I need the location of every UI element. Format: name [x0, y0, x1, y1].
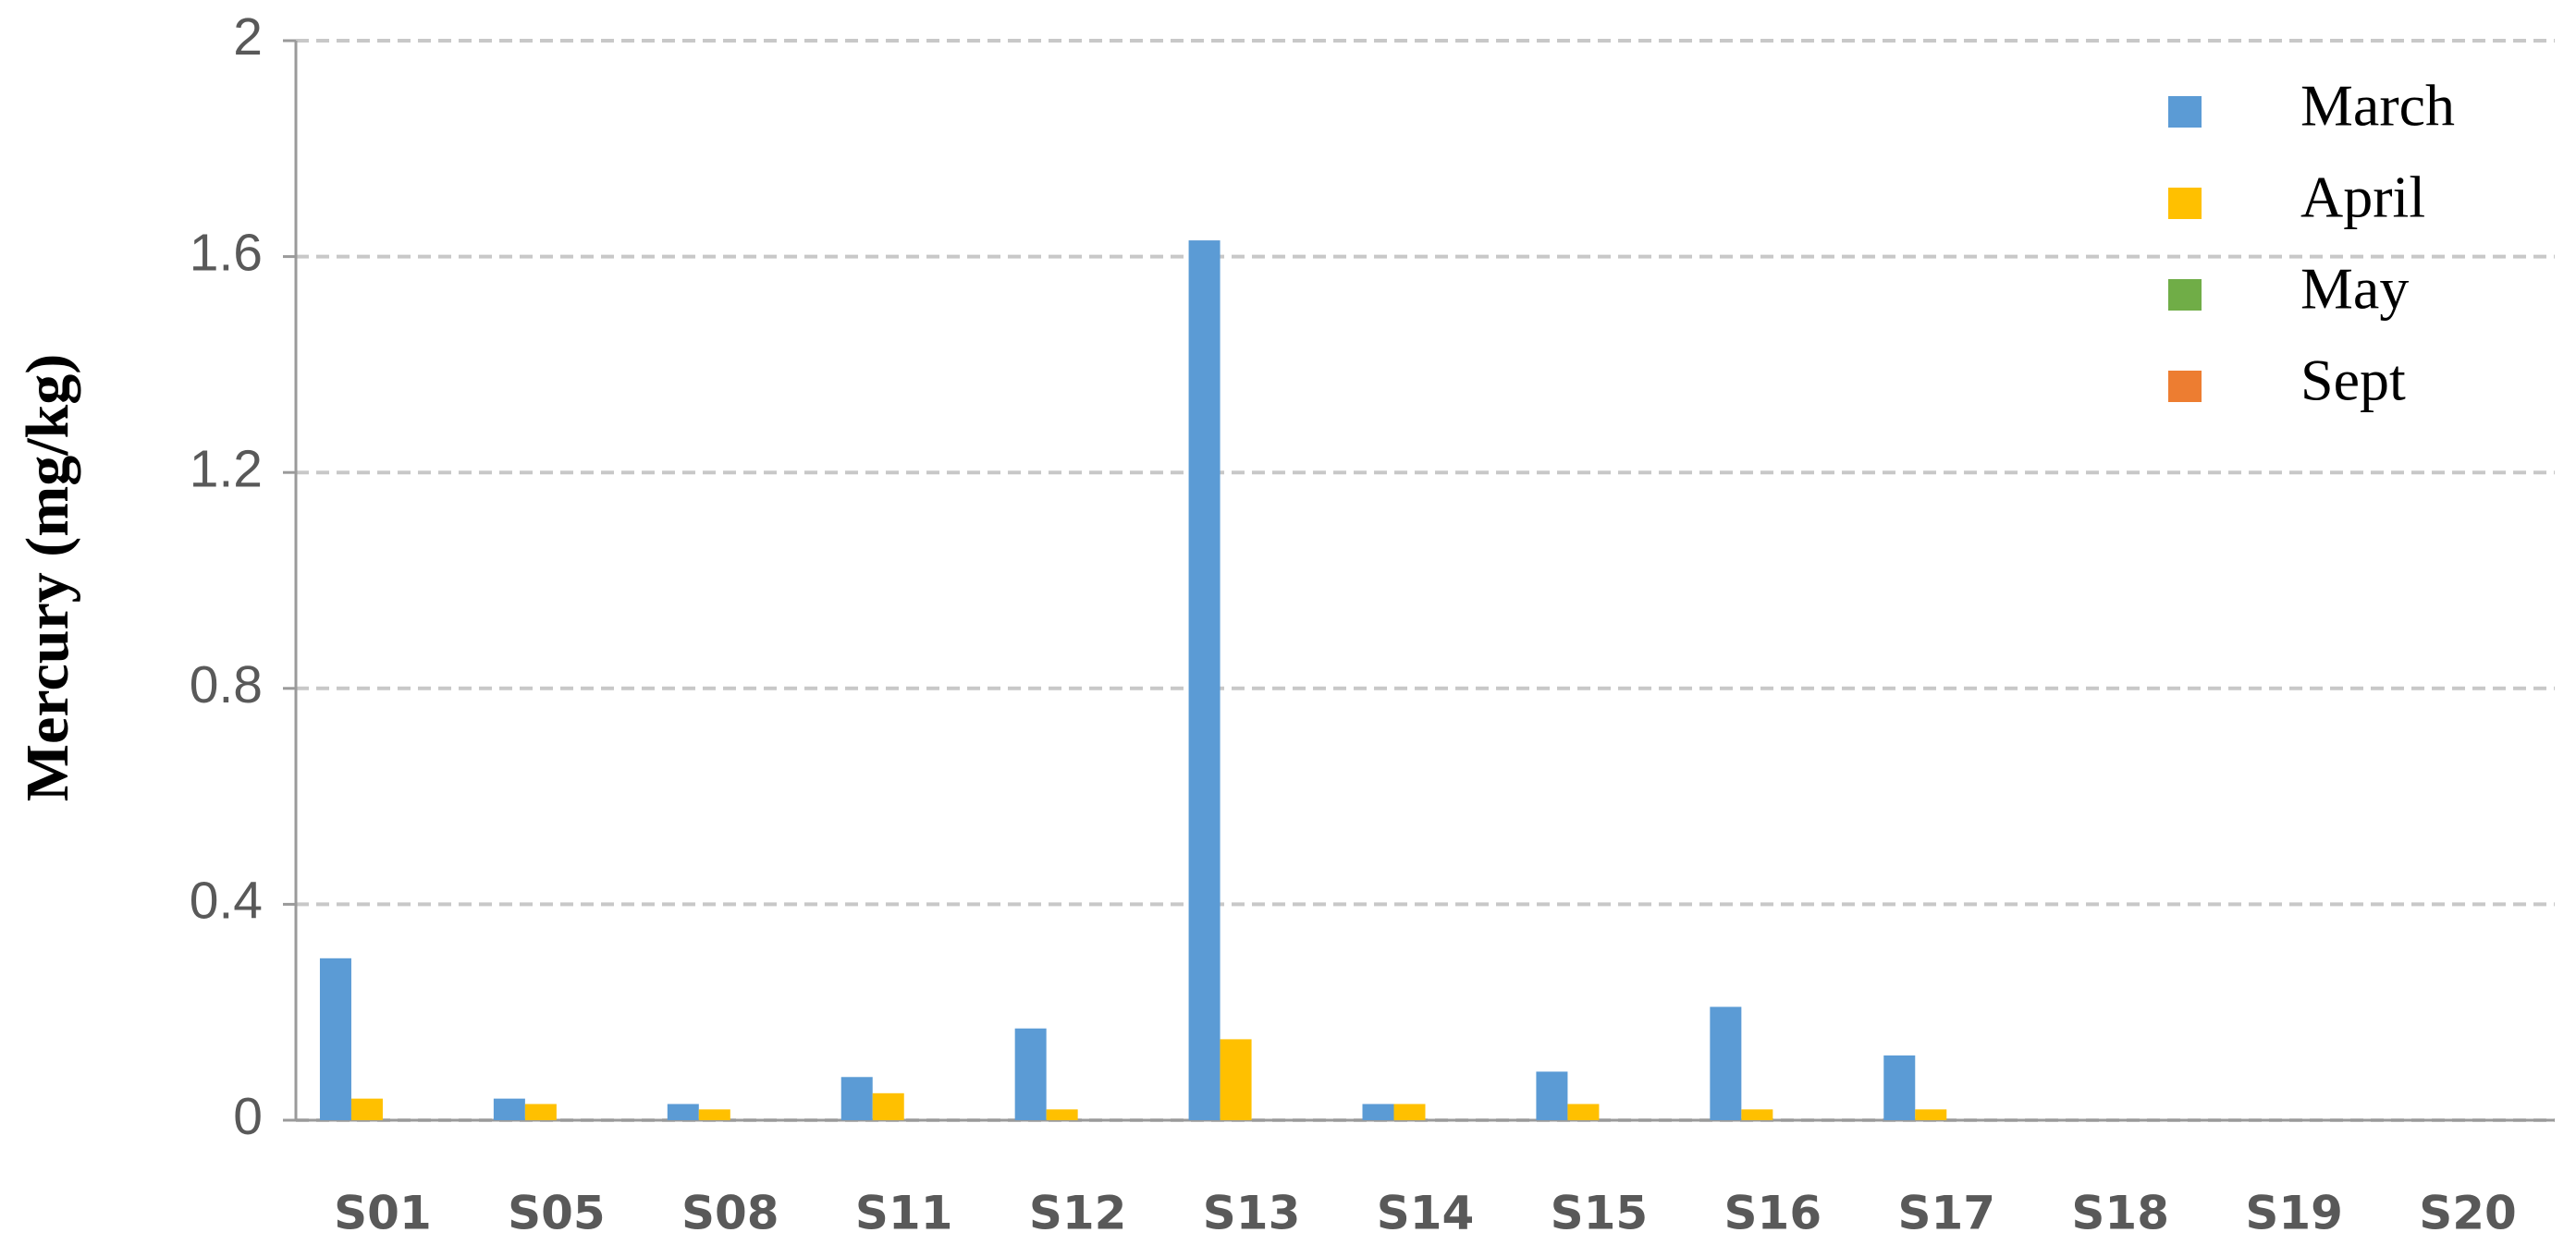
legend-label: May [2300, 256, 2409, 322]
bar [1567, 1104, 1600, 1120]
y-tick-label: 1.6 [190, 224, 263, 283]
bar [1046, 1109, 1078, 1120]
bar [1710, 1007, 1742, 1120]
bar [1362, 1104, 1394, 1120]
x-tick-label: S11 [855, 1187, 953, 1240]
bar [1393, 1104, 1426, 1120]
y-tick-label: 0.8 [190, 655, 263, 714]
bar [493, 1098, 525, 1120]
legend-swatch [2168, 371, 2202, 402]
y-tick-label: 2 [233, 7, 263, 67]
bar [319, 958, 351, 1120]
legend-label: March [2300, 73, 2455, 139]
bar [840, 1077, 873, 1120]
y-tick-label: 0 [233, 1087, 263, 1146]
bar [1220, 1039, 1252, 1120]
bar [524, 1104, 557, 1120]
bar [1915, 1109, 1947, 1120]
legend-label: Sept [2300, 348, 2406, 413]
x-tick-label: S20 [2419, 1187, 2517, 1240]
bar [1014, 1028, 1047, 1120]
legend-swatch [2168, 279, 2202, 311]
x-tick-label: S16 [1724, 1187, 1822, 1240]
x-tick-label: S18 [2071, 1187, 2169, 1240]
bar [1536, 1071, 1568, 1120]
bar [872, 1092, 904, 1120]
x-tick-label: S12 [1029, 1187, 1127, 1240]
legend-swatch [2168, 96, 2202, 128]
x-tick-label: S14 [1377, 1187, 1475, 1240]
bar [1883, 1055, 1916, 1120]
x-tick-label: S15 [1551, 1187, 1649, 1240]
y-tick-label: 0.4 [190, 871, 263, 930]
x-tick-label: S17 [1897, 1187, 1995, 1240]
bar [1188, 240, 1221, 1121]
x-tick-label: S01 [334, 1187, 432, 1240]
legend-swatch [2168, 188, 2202, 219]
legend-label: April [2300, 165, 2425, 230]
bar [1741, 1109, 1773, 1120]
x-tick-label: S19 [2245, 1187, 2343, 1240]
bar [698, 1109, 730, 1120]
x-tick-label: S08 [681, 1187, 779, 1240]
y-axis-label: Mercury (mg/kg) [14, 354, 81, 801]
x-tick-label: S05 [508, 1187, 606, 1240]
y-tick-label: 1.2 [190, 439, 263, 498]
bar [350, 1098, 383, 1120]
bar [667, 1104, 699, 1120]
x-tick-label: S13 [1203, 1187, 1301, 1240]
